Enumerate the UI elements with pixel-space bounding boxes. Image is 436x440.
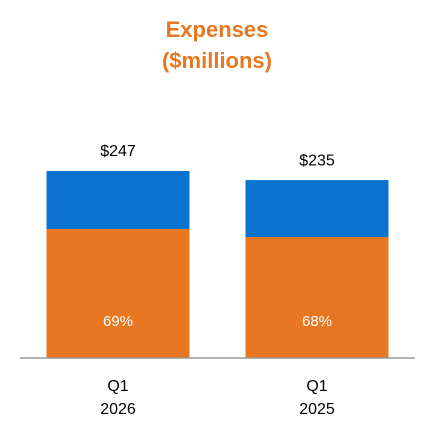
value-label: 69% <box>103 313 133 330</box>
bar-segment <box>245 237 389 358</box>
bar-segment <box>245 180 389 238</box>
chart-title: Expenses <box>166 17 269 42</box>
chart-subtitle: ($millions) <box>162 48 272 73</box>
total-label: $235 <box>299 152 335 169</box>
bar-segment <box>46 228 190 358</box>
total-label: $247 <box>100 143 136 160</box>
x-tick-label: 2026 <box>100 401 136 418</box>
value-label: 68% <box>302 313 332 330</box>
x-tick-label: 2025 <box>299 401 335 418</box>
x-tick-label: Q1 <box>107 378 128 395</box>
bar-segment <box>46 171 190 229</box>
x-tick-label: Q1 <box>306 378 327 395</box>
